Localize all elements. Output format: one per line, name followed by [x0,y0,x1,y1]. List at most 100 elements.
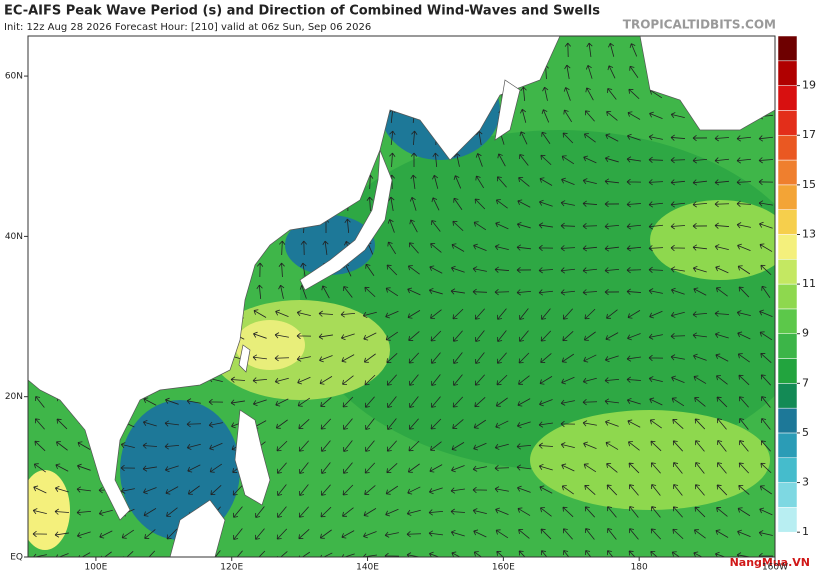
arrow [343,286,353,298]
arrow [670,244,686,252]
arrow [387,241,397,255]
arrow [516,443,532,450]
arrow [497,308,507,320]
arrow [560,399,575,406]
colorbar-segment [777,531,798,558]
arrow [648,245,664,252]
arrow [497,352,507,364]
arrow [560,267,576,274]
colorbar-label: 1 [802,525,809,538]
arrow [582,377,597,384]
arrow [341,553,355,557]
arrow [142,442,158,449]
arrow [209,442,223,451]
arrow [540,330,552,342]
arrow [365,418,375,430]
arrow [606,111,618,121]
arrow [584,484,596,495]
colorbar-label: 7 [802,376,809,389]
arrow [495,199,508,209]
arrow [143,397,157,406]
arrow [736,222,751,229]
field [300,130,775,470]
arrow [298,440,309,452]
arrow [208,398,224,406]
arrow [629,484,639,496]
arrow [606,463,618,473]
arrow [364,462,376,474]
arrow [385,331,399,341]
arrow [187,464,201,473]
arrow [275,419,288,429]
arrow [473,551,483,557]
arrow [495,529,509,539]
land-borneo [169,499,226,557]
arrow [121,529,135,539]
arrow [671,287,685,295]
arrow [760,352,772,363]
arrow [670,311,685,318]
arrow [760,264,772,276]
field [28,470,70,550]
arrow [450,288,465,295]
arrow [695,440,705,452]
arrow [693,353,707,361]
arrow [230,376,246,383]
arrow [253,309,267,318]
arrow [541,109,550,123]
arrow [717,462,727,474]
arrow [56,441,68,451]
arrow [472,508,487,515]
arrow [582,178,597,185]
arrow [164,420,179,427]
colorbar-segment [777,259,798,285]
arrow [342,375,354,385]
arrow [408,352,420,364]
arrow [363,508,377,517]
arrow [474,198,486,210]
arrow [385,508,399,517]
arrow [474,397,486,408]
arrow [120,442,135,449]
arrow [516,244,531,251]
arrow [585,550,592,557]
arrow [409,242,419,254]
arrow [35,396,45,408]
arrow [516,266,532,274]
arrow [298,418,310,430]
arrow [671,397,685,407]
arrow [472,288,488,295]
arrow [670,179,686,186]
arrow [76,509,92,516]
arrow [276,440,288,452]
arrow [453,175,462,189]
arrow [648,333,663,340]
arrow [714,222,730,229]
arrow [651,484,661,496]
arrow [564,64,571,79]
arrow [692,311,708,318]
colorbar-segment [777,209,798,235]
arrow [736,135,752,142]
arrow [563,550,570,557]
arrow [428,509,444,516]
colorbar-segment [777,283,798,310]
arrow [759,221,773,229]
colorbar-segment [777,333,798,359]
arrow [738,485,750,495]
arrow [607,550,614,557]
arrow [366,196,373,212]
arrow [692,134,708,142]
arrow [560,222,576,229]
arrow [717,440,727,452]
arrow [430,243,442,253]
arrow [758,552,774,557]
arrow [629,65,639,78]
lon-label: 160E [492,563,515,573]
arrow [342,396,354,408]
arrow [540,353,552,363]
arrow [56,418,68,430]
colorbar-segment [777,35,798,62]
arrow [342,507,354,517]
